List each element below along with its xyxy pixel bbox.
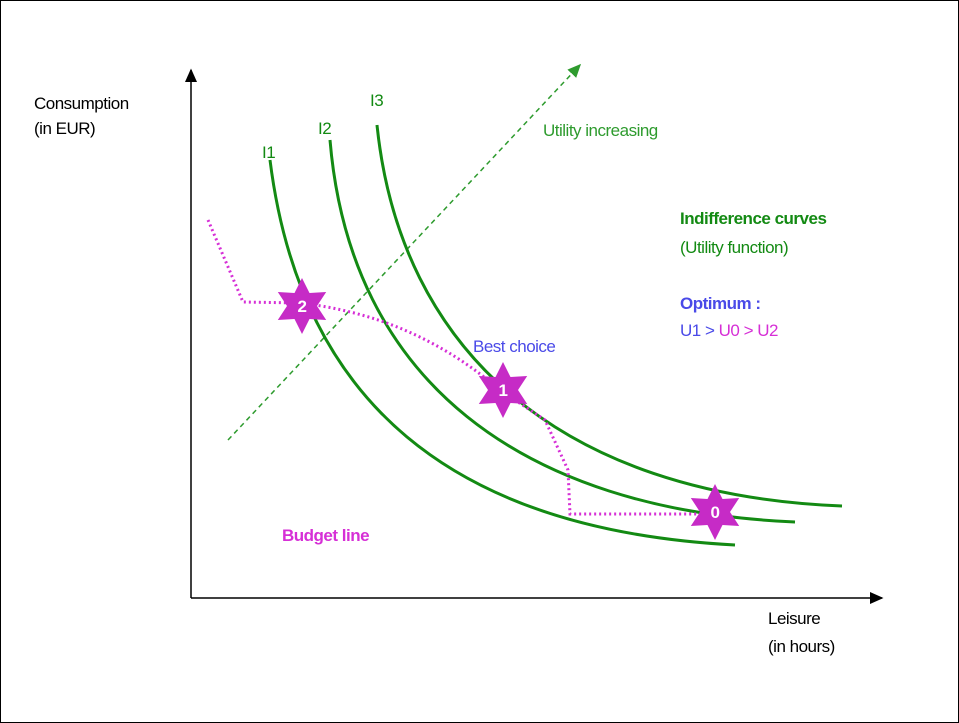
optimum-part: > xyxy=(744,321,754,340)
star xyxy=(478,362,528,418)
optimum-part: U1 xyxy=(680,321,701,340)
legend-subtitle: (Utility function) xyxy=(680,238,788,257)
y-axis-label: Consumption xyxy=(34,94,129,113)
point-label: 2 xyxy=(298,297,307,316)
budget-line-label: Budget line xyxy=(282,526,369,545)
best-choice-label: Best choice xyxy=(473,337,555,356)
utility-arrow xyxy=(227,63,582,441)
star xyxy=(277,278,327,334)
x-axis-label: Leisure xyxy=(768,609,820,628)
curve-label: I2 xyxy=(318,119,331,138)
curve-label: I1 xyxy=(262,143,275,162)
point-label: 1 xyxy=(499,381,508,400)
indifference-curve xyxy=(268,159,736,547)
optimum-part: U0 xyxy=(719,321,740,340)
arrow-label: Utility increasing xyxy=(543,121,658,140)
optimum-part: U2 xyxy=(757,321,778,340)
optimum-part: > xyxy=(705,321,715,340)
y-axis-label: (in EUR) xyxy=(34,119,95,138)
curve-label: I3 xyxy=(370,91,383,110)
indifference-curve xyxy=(328,139,796,524)
optimum-order: U1 > U0 > U2 xyxy=(680,321,778,340)
point-label: 0 xyxy=(711,503,720,522)
legend-title: Indifference curves xyxy=(680,209,826,228)
star xyxy=(690,484,740,540)
optimum-title: Optimum : xyxy=(680,294,761,313)
x-axis-label: (in hours) xyxy=(768,637,835,656)
